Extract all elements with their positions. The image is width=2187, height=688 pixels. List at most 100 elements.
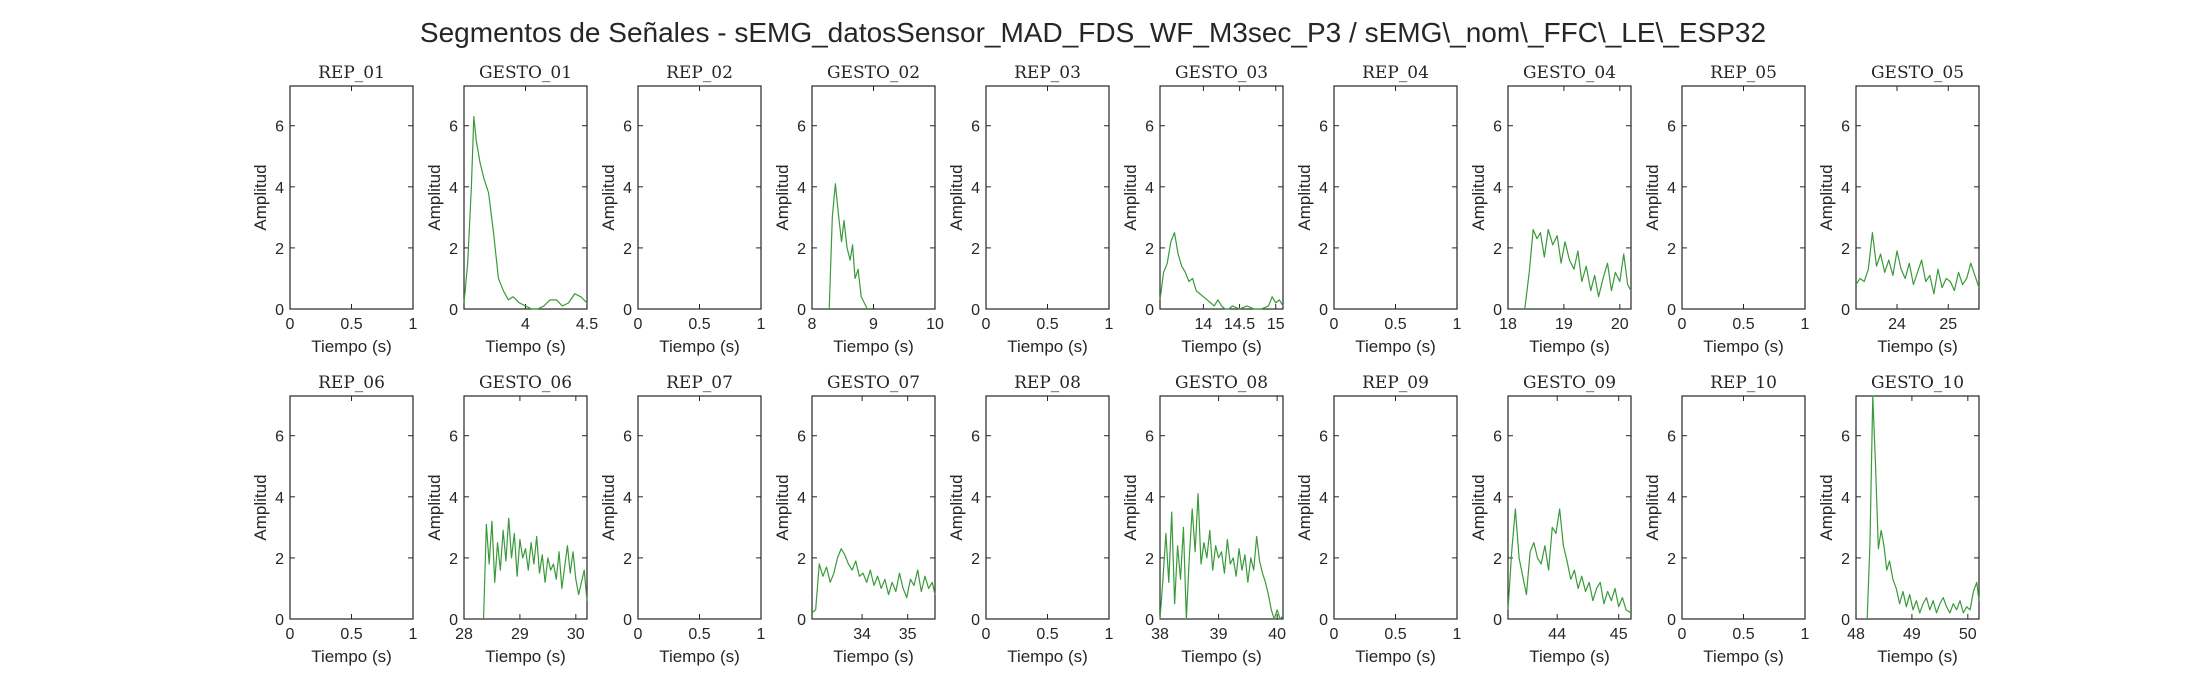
y-tick-label: 4 bbox=[275, 180, 284, 197]
x-tick-label: 35 bbox=[899, 626, 917, 643]
axes-box bbox=[289, 395, 414, 620]
x-axis-label: Tiempo (s) bbox=[1877, 337, 1958, 356]
x-tick-label: 14 bbox=[1195, 316, 1213, 333]
y-tick-label: 4 bbox=[1841, 180, 1850, 197]
x-tick-label: 0 bbox=[1330, 316, 1339, 333]
y-tick-label: 2 bbox=[623, 241, 632, 258]
y-tick-label: 0 bbox=[275, 302, 284, 319]
subplot-gesto-01: GESTO_01 0 2 4 6 4 4.5 Tiempo (s) Amplitud bbox=[425, 63, 598, 356]
y-axis-label: Amplitud bbox=[773, 474, 792, 540]
x-tick-label: 40 bbox=[1268, 626, 1286, 643]
x-axis-label: Tiempo (s) bbox=[1181, 337, 1262, 356]
x-tick-label: 0 bbox=[1330, 626, 1339, 643]
y-tick-label: 2 bbox=[1667, 241, 1676, 258]
y-tick-label: 6 bbox=[623, 119, 632, 136]
y-tick-label: 2 bbox=[449, 241, 458, 258]
subplot-title: GESTO_01 bbox=[479, 63, 572, 83]
y-tick-label: 0 bbox=[1319, 612, 1328, 629]
subplot-rep-08: REP_08 0 2 4 6 0 0.5 1 Tiempo (s) Amplitud bbox=[947, 373, 1114, 666]
subplot-gesto-02: GESTO_02 0 2 4 6 8 9 10 Tiempo (s) Amplitud bbox=[773, 63, 944, 356]
x-tick-label: 0.5 bbox=[1036, 316, 1058, 333]
signal-line bbox=[463, 115, 588, 310]
x-tick-label: 4.5 bbox=[576, 316, 598, 333]
axes-box bbox=[463, 395, 588, 620]
y-axis-label: Amplitud bbox=[947, 164, 966, 230]
signal-line bbox=[1855, 232, 1980, 295]
signal-line bbox=[1159, 232, 1284, 310]
y-tick-label: 2 bbox=[1319, 551, 1328, 568]
y-axis-label: Amplitud bbox=[425, 164, 444, 230]
y-tick-label: 0 bbox=[1667, 612, 1676, 629]
y-axis-label: Amplitud bbox=[1121, 164, 1140, 230]
y-tick-label: 2 bbox=[275, 241, 284, 258]
x-tick-label: 20 bbox=[1611, 316, 1629, 333]
y-tick-label: 0 bbox=[1493, 302, 1502, 319]
x-axis-label: Tiempo (s) bbox=[659, 337, 740, 356]
y-tick-label: 6 bbox=[1145, 119, 1154, 136]
x-tick-label: 0.5 bbox=[1732, 626, 1754, 643]
y-tick-label: 0 bbox=[275, 612, 284, 629]
subplot-title: GESTO_09 bbox=[1523, 373, 1616, 393]
y-tick-label: 4 bbox=[449, 490, 458, 507]
y-tick-label: 0 bbox=[623, 612, 632, 629]
x-axis-label: Tiempo (s) bbox=[1007, 337, 1088, 356]
subplot-title: REP_08 bbox=[1014, 373, 1081, 393]
x-tick-label: 0 bbox=[286, 316, 295, 333]
y-tick-label: 6 bbox=[1145, 429, 1154, 446]
y-tick-label: 4 bbox=[797, 490, 806, 507]
x-tick-label: 1 bbox=[1801, 316, 1810, 333]
x-axis-label: Tiempo (s) bbox=[833, 647, 914, 666]
y-tick-label: 0 bbox=[797, 302, 806, 319]
subplot-title: REP_01 bbox=[318, 63, 385, 83]
y-tick-label: 4 bbox=[275, 490, 284, 507]
x-tick-label: 0 bbox=[1678, 316, 1687, 333]
axes-box bbox=[1159, 85, 1284, 310]
y-tick-label: 0 bbox=[1145, 612, 1154, 629]
signal-line bbox=[1866, 395, 1980, 620]
subplot-gesto-07: GESTO_07 0 2 4 6 34 35 Tiempo (s) Amplitud bbox=[773, 373, 936, 666]
subplot-title: REP_04 bbox=[1362, 63, 1429, 83]
subplot-title: REP_09 bbox=[1362, 373, 1429, 393]
y-tick-label: 2 bbox=[449, 551, 458, 568]
x-tick-label: 1 bbox=[757, 316, 766, 333]
axes-box bbox=[1159, 395, 1284, 620]
subplot-rep-07: REP_07 0 2 4 6 0 0.5 1 Tiempo (s) Amplitud bbox=[599, 373, 766, 666]
x-tick-label: 0.5 bbox=[340, 316, 362, 333]
x-tick-label: 15 bbox=[1267, 316, 1285, 333]
y-tick-label: 6 bbox=[971, 429, 980, 446]
x-tick-label: 44 bbox=[1548, 626, 1566, 643]
subplot-title: GESTO_03 bbox=[1175, 63, 1268, 83]
signal-line bbox=[482, 517, 588, 620]
x-tick-label: 0.5 bbox=[688, 626, 710, 643]
x-tick-label: 25 bbox=[1939, 316, 1957, 333]
x-tick-label: 0.5 bbox=[688, 316, 710, 333]
subplot-title: REP_03 bbox=[1014, 63, 1081, 83]
y-tick-label: 4 bbox=[971, 490, 980, 507]
x-axis-label: Tiempo (s) bbox=[1877, 647, 1958, 666]
x-tick-label: 30 bbox=[567, 626, 585, 643]
y-axis-label: Amplitud bbox=[1469, 474, 1488, 540]
y-axis-label: Amplitud bbox=[1295, 164, 1314, 230]
y-axis-label: Amplitud bbox=[947, 474, 966, 540]
x-tick-label: 1 bbox=[1453, 626, 1462, 643]
x-axis-label: Tiempo (s) bbox=[485, 647, 566, 666]
x-tick-label: 29 bbox=[511, 626, 529, 643]
subplot-title: REP_02 bbox=[666, 63, 733, 83]
x-tick-label: 18 bbox=[1499, 316, 1517, 333]
y-tick-label: 6 bbox=[1493, 429, 1502, 446]
y-tick-label: 2 bbox=[971, 241, 980, 258]
x-axis-label: Tiempo (s) bbox=[1007, 647, 1088, 666]
axes-box bbox=[985, 395, 1110, 620]
y-tick-label: 2 bbox=[1493, 551, 1502, 568]
subplot-rep-01: REP_01 0 2 4 6 0 0.5 1 Tiempo (s) Amplitud bbox=[251, 63, 418, 356]
subplot-title: REP_05 bbox=[1710, 63, 1777, 83]
subplot-rep-06: REP_06 0 2 4 6 0 0.5 1 Tiempo (s) Amplitud bbox=[251, 373, 418, 666]
x-axis-label: Tiempo (s) bbox=[1703, 337, 1784, 356]
x-tick-label: 1 bbox=[757, 626, 766, 643]
y-tick-label: 6 bbox=[1319, 119, 1328, 136]
axes-box bbox=[463, 85, 588, 310]
y-tick-label: 6 bbox=[275, 119, 284, 136]
y-axis-label: Amplitud bbox=[425, 474, 444, 540]
axes-box bbox=[1855, 85, 1980, 310]
